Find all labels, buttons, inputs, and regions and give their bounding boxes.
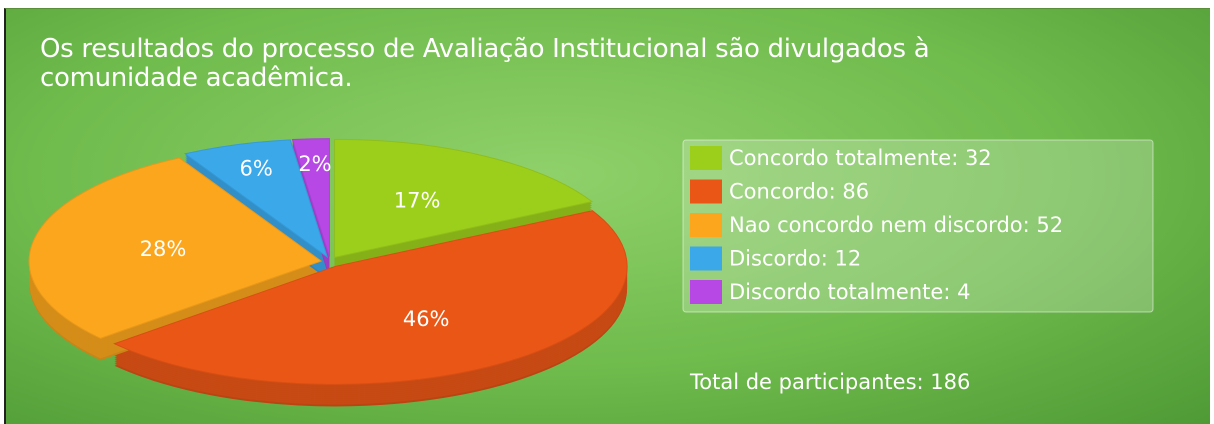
slice-label: 6% — [239, 156, 272, 180]
slice-label: 17% — [394, 189, 441, 213]
slice-label: 2% — [298, 152, 331, 176]
slice — [291, 138, 330, 257]
legend-box — [682, 139, 1154, 313]
legend-swatch — [690, 280, 722, 304]
legend-swatch — [690, 246, 722, 271]
annotation: Total de participantes: 186 — [689, 370, 970, 394]
chart-title: Os resultados do processo de Avaliação I… — [40, 34, 930, 93]
legend-label: Concordo totalmente: 32 — [729, 146, 992, 170]
slice — [184, 139, 329, 259]
legend-label: Discordo totalmente: 4 — [729, 280, 970, 304]
legend-swatch — [690, 179, 722, 204]
legend-label: Nao concordo nem discordo: 52 — [729, 213, 1063, 237]
slice — [334, 138, 594, 258]
legend-label: Discordo: 12 — [729, 247, 861, 271]
slice-label: 46% — [403, 307, 450, 331]
legend-label: Concordo: 86 — [729, 180, 869, 204]
slice — [28, 157, 323, 339]
legend-swatch — [690, 146, 722, 170]
pie-tops: 17% 46% 28% 6% 2% — [28, 138, 628, 385]
slice — [113, 210, 628, 385]
legend-swatch — [690, 213, 722, 237]
slice-label: 28% — [140, 237, 187, 261]
